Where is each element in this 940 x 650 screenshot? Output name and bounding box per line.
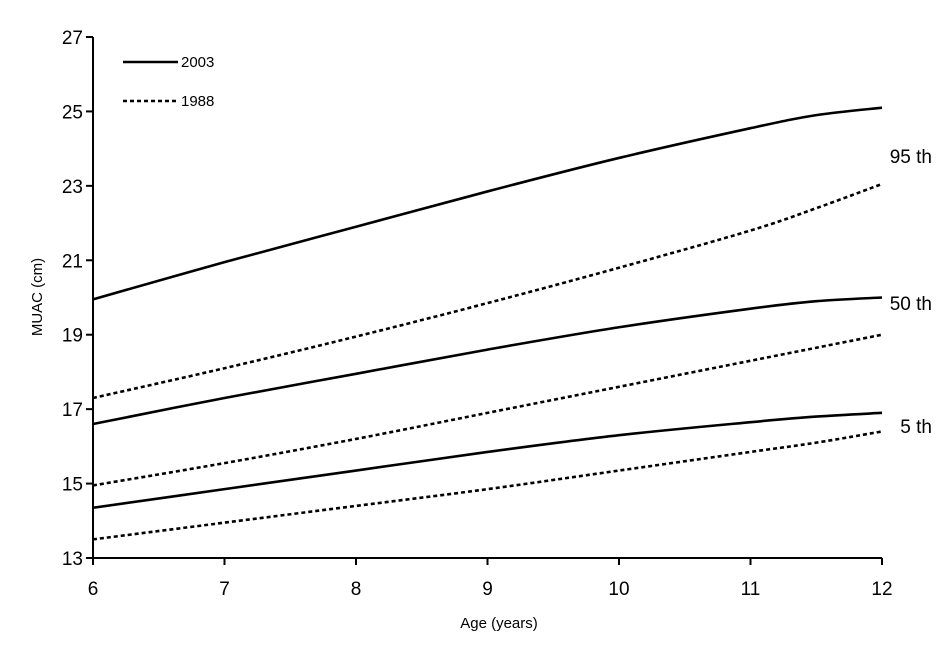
percentile-label: 5 th bbox=[900, 417, 932, 438]
series-line-2003-50th bbox=[92, 296, 883, 426]
y-tick-label: 13 bbox=[62, 549, 83, 570]
series-line-1988-95th bbox=[92, 182, 883, 400]
percentile-labels: 95 th 50 th 5 th bbox=[890, 147, 932, 438]
y-tick-label: 17 bbox=[62, 400, 83, 421]
series-line-1988-50th bbox=[92, 333, 883, 487]
series-line-2003-95th bbox=[92, 106, 883, 301]
x-tick-label: 6 bbox=[88, 579, 99, 600]
x-tick-label: 7 bbox=[219, 579, 230, 600]
percentile-label: 50 th bbox=[890, 294, 932, 315]
axis-ticks: 6 7 8 9 10 11 12 13 15 17 19 21 23 25 27 bbox=[62, 28, 893, 600]
x-tick-label: 9 bbox=[482, 579, 493, 600]
y-tick-label: 21 bbox=[62, 251, 83, 272]
y-tick-label: 23 bbox=[62, 177, 83, 198]
y-tick-label: 27 bbox=[62, 28, 83, 49]
x-tick-label: 10 bbox=[608, 579, 629, 600]
legend-label-2003: 2003 bbox=[181, 54, 214, 71]
x-tick-label: 11 bbox=[741, 579, 761, 600]
x-axis-title: Age (years) bbox=[460, 615, 538, 632]
percentile-label: 95 th bbox=[890, 147, 932, 168]
x-tick-label: 12 bbox=[871, 579, 892, 600]
series-lines bbox=[92, 106, 883, 541]
legend: 2003 1988 bbox=[123, 54, 214, 110]
y-tick-label: 19 bbox=[62, 326, 83, 347]
legend-label-1988: 1988 bbox=[181, 93, 214, 110]
y-axis-title: MUAC (cm) bbox=[29, 258, 46, 336]
x-tick-label: 8 bbox=[351, 579, 362, 600]
y-tick-label: 25 bbox=[62, 102, 83, 123]
series-line-2003-5th bbox=[92, 411, 883, 510]
y-tick-label: 15 bbox=[62, 475, 83, 496]
series-line-1988-5th bbox=[92, 430, 883, 541]
